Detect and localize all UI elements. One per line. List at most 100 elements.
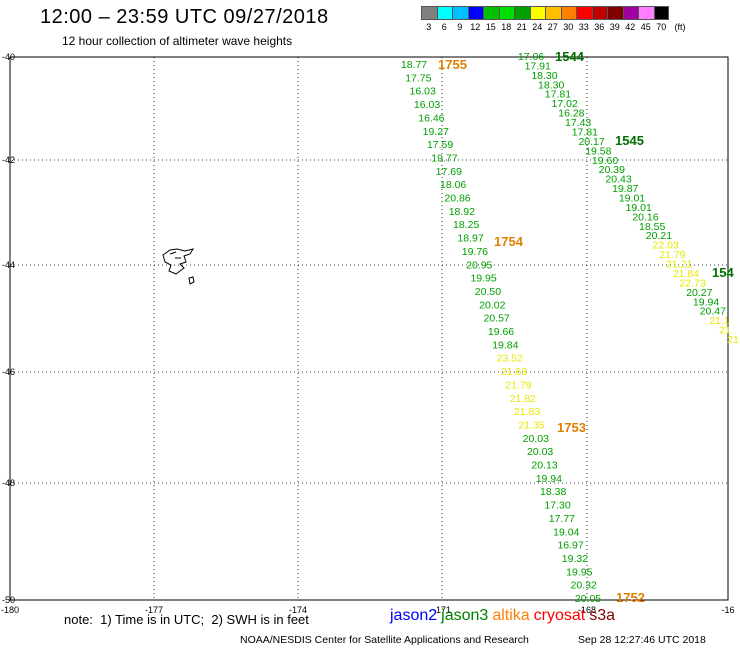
wave-height-value: 19.58: [585, 145, 611, 157]
legend-swatch: [653, 6, 669, 20]
legend-unit: (ft): [674, 22, 686, 32]
island-outline: [162, 248, 195, 285]
note-text: note: 1) Time is in UTC; 2) SWH is in fe…: [64, 612, 309, 627]
legend-label: 6: [441, 22, 447, 32]
footer-credit: NOAA/NESDIS Center for Satellite Applica…: [240, 634, 529, 646]
wave-height-value: 18.77: [401, 59, 427, 71]
legend-label: 45: [640, 22, 651, 32]
page-title: 12:00 – 23:59 UTC 09/27/2018: [40, 6, 329, 28]
wave-height-value: 19.84: [492, 339, 518, 351]
legend-label: 27: [547, 22, 558, 32]
wave-height-value: 16.03: [410, 86, 436, 98]
legend-label: 15: [485, 22, 496, 32]
wave-height-value: 20.17: [578, 136, 604, 148]
wave-height-value: 18.55: [639, 221, 665, 233]
legend-label: 30: [563, 22, 574, 32]
wave-height-value: 19.32: [562, 553, 588, 565]
wave-height-legend: 3 6 9 12 15 18 21 24 27 30 33 36 39 42 45 70 (ft): [421, 6, 691, 32]
legend-labels: 3 6 9 12 15 18 21 24 27 30 33 36 39 42 45 70 (ft): [421, 22, 691, 32]
pass-label: 1753: [557, 420, 586, 435]
legend-swatch: [467, 6, 483, 20]
wave-height-value: 17.81: [545, 89, 571, 101]
wave-height-value: 19.87: [612, 183, 638, 195]
latitude-label: -46: [2, 367, 15, 377]
wave-height-value: 20.43: [605, 174, 631, 186]
longitude-label: -168: [578, 605, 596, 615]
wave-height-value: 17.69: [436, 166, 462, 178]
latitude-label: -44: [2, 260, 15, 270]
wave-height-value: 17.59: [427, 139, 453, 151]
wave-height-value: 17.30: [544, 500, 570, 512]
legend-swatch: [452, 6, 468, 20]
wave-height-value: 19.01: [626, 202, 652, 214]
pass-label: 154: [712, 265, 734, 280]
wave-height-value: 22.03: [653, 240, 679, 252]
legend-swatches: [421, 6, 691, 20]
wave-height-value: 19.94: [536, 473, 562, 485]
satellite-label-jason2: jason2: [390, 607, 438, 624]
wave-height-value: 19.77: [431, 152, 457, 164]
wave-height-value: 20.16: [632, 211, 658, 223]
legend-label: 33: [578, 22, 589, 32]
wave-height-value: 21.82: [510, 393, 536, 405]
wave-height-value: 20.50: [475, 286, 501, 298]
satellite-legend: jason2 jason3 altika cryosat s3a: [390, 607, 619, 625]
wave-height-value: 18.38: [540, 486, 566, 498]
legend-label: 70: [656, 22, 667, 32]
satellite-label-altika: altika: [492, 607, 530, 624]
wave-height-value: 21.21: [666, 259, 692, 271]
wave-height-value: 20.57: [484, 313, 510, 325]
legend-label: 18: [501, 22, 512, 32]
wave-height-value: 18.30: [531, 70, 557, 82]
legend-swatch: [529, 6, 545, 20]
latitude-label: -42: [2, 155, 15, 165]
pass-label: 1544: [555, 49, 585, 64]
wave-height-value: 20.13: [531, 460, 557, 472]
legend-swatch: [576, 6, 592, 20]
wave-height-value: 19.60: [592, 155, 618, 167]
latitude-label: -48: [2, 478, 15, 488]
longitude-label: -16: [721, 605, 734, 615]
longitude-label: -171: [433, 605, 451, 615]
legend-swatch: [560, 6, 576, 20]
wave-height-value: 19.95: [566, 566, 592, 578]
wave-height-value: 17.02: [552, 98, 578, 110]
wave-height-value: 20.03: [523, 433, 549, 445]
wave-height-value: 19.27: [423, 126, 449, 138]
legend-label: 3: [426, 22, 432, 32]
wave-height-value: 20.02: [479, 299, 505, 311]
legend-swatch: [483, 6, 499, 20]
legend-swatch: [607, 6, 623, 20]
pass-labels: 1755 1754 1753 1752 1544 1545 154: [438, 49, 734, 605]
wave-height-values: 18.7717.7516.0316.0316.4619.2717.5919.77…: [401, 51, 739, 605]
wave-height-value: 21.83: [514, 406, 540, 418]
satellite-label-cryosat: cryosat: [533, 607, 586, 624]
wave-height-value: 17.91: [525, 60, 551, 72]
wave-height-value: 17.43: [565, 117, 591, 129]
wave-height-value: 17.81: [572, 126, 598, 138]
legend-swatch: [498, 6, 514, 20]
wave-height-value: 18.30: [538, 79, 564, 91]
wave-height-value: 20.05: [575, 593, 601, 605]
wave-height-value: 23.52: [497, 353, 523, 365]
wave-height-value: 21.: [719, 325, 734, 337]
wave-height-value: 20.39: [599, 164, 625, 176]
wave-height-value: 21: [727, 334, 739, 346]
latitude-label: -50: [2, 595, 15, 605]
wave-height-value: 16.28: [558, 108, 584, 120]
legend-swatch: [421, 6, 437, 20]
wave-height-value: 21.79: [505, 379, 531, 391]
wave-height-value: 17.77: [549, 513, 575, 525]
wave-height-value: 16.97: [557, 540, 583, 552]
wave-height-value: 21.63: [501, 366, 527, 378]
wave-height-value: 22.73: [679, 277, 705, 289]
pass-label: 1545: [615, 133, 644, 148]
wave-height-value: 19.94: [693, 296, 719, 308]
map-grid: [10, 57, 728, 600]
legend-label: 9: [457, 22, 463, 32]
wave-height-value: 19.04: [553, 526, 579, 538]
pass-label: 1754: [494, 234, 524, 249]
pass-label: 1752: [616, 590, 645, 605]
pass-label: 1755: [438, 57, 467, 72]
wave-height-value: 20.47: [700, 306, 726, 318]
